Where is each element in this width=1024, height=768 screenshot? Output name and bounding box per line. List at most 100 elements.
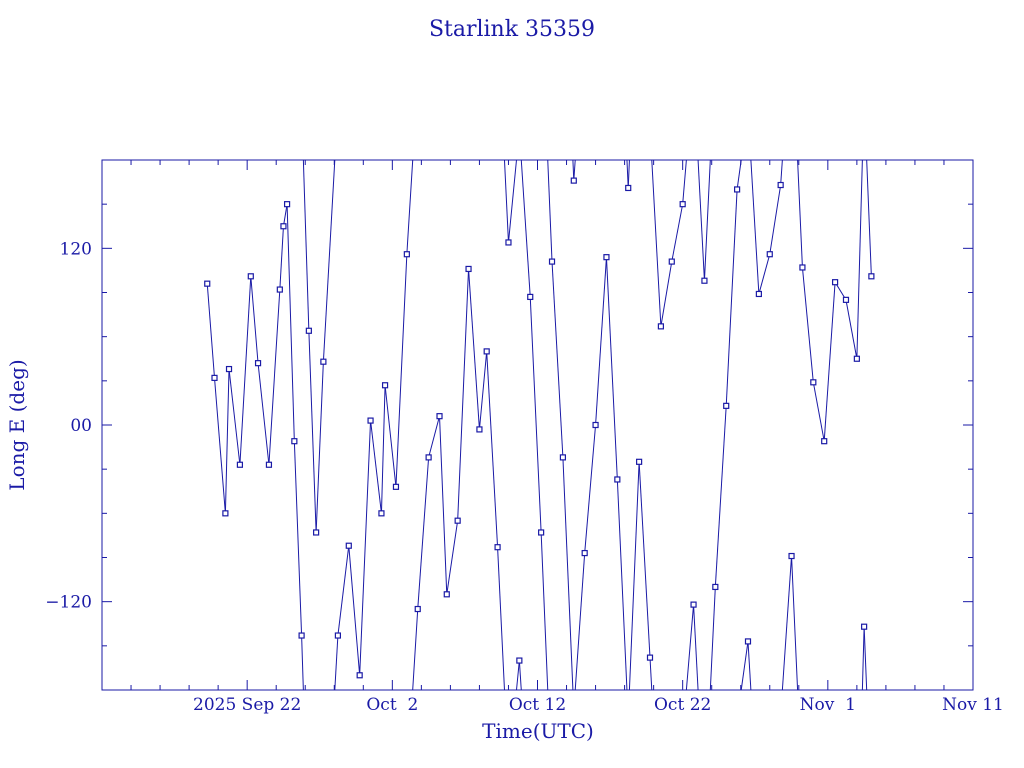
series-segment [518,660,522,691]
data-point [625,184,632,192]
series-segment [228,368,241,465]
x-tick-label: Oct 2 [366,695,418,715]
data-point [265,461,273,468]
data-point [723,402,730,409]
series-segment [861,626,865,691]
series-segment [801,267,814,383]
series-segment [457,268,470,521]
data-point [592,421,599,429]
series-segment [758,254,771,295]
data-point [581,549,588,557]
series-segment [651,159,662,327]
series-segment [845,299,858,359]
series-segment [337,545,350,636]
series-segment [348,545,361,676]
data-point [868,273,875,280]
series-segment [693,604,699,691]
data-point [465,265,472,273]
data-point [614,476,621,483]
x-tick-label: Oct 12 [509,695,566,715]
data-point [247,273,254,280]
data-point [646,654,654,661]
series-segment [573,159,576,181]
x-tick-label: Nov 11 [942,695,1004,715]
series-segment [866,159,872,277]
data-point [345,542,352,549]
data-point [777,181,784,189]
data-point [454,517,461,524]
data-point [527,293,534,301]
data-point [853,355,860,362]
data-point [305,327,312,334]
series-segment [334,635,339,691]
series-segment [863,626,868,691]
series-segment [497,547,505,691]
series-segment [478,351,488,430]
series-segment [685,604,695,691]
data-point [679,201,686,208]
data-point [505,239,512,246]
series-segment [562,457,574,691]
data-point [483,348,490,355]
series-segment [823,282,836,442]
series-segment [540,532,549,691]
data-point [356,672,363,679]
series-segment [206,283,216,378]
series-segment [740,641,749,691]
series-segment [856,159,863,359]
data-point [381,382,389,389]
series-segment [380,385,386,514]
data-point [476,426,483,433]
data-point [701,277,708,284]
series-segment [682,159,687,205]
data-point [603,254,610,261]
data-point [280,223,287,230]
data-point [559,454,567,461]
y-axis: −120 00 120 [45,159,973,691]
series-segment [797,159,803,268]
series-segment [747,641,752,691]
y-axis-label: Long E (deg) [5,359,29,490]
series-segment [616,479,628,691]
series-segment [703,159,711,281]
series-segment [486,351,499,548]
series-segment [627,159,630,188]
series-segment [293,441,303,636]
data-point [403,251,410,258]
data-point [414,605,421,613]
series-segment [714,405,727,587]
y-tick-label: 120 [60,239,92,259]
data-point [436,413,443,420]
series-segment [529,296,542,533]
data-point [861,623,868,630]
data-point [668,258,675,265]
data-point [712,583,719,591]
data-point [766,251,773,258]
data-point [538,529,545,536]
data-point [516,657,523,664]
series-segment [417,457,430,610]
data-point [799,264,806,271]
series-segment [257,363,270,465]
series-segment [384,385,397,487]
data-point [276,286,283,293]
data-point [548,258,556,265]
series-segment [520,159,531,297]
data-point [690,601,697,608]
data-point [443,591,450,598]
data-point [755,290,762,298]
series-segment [250,276,259,364]
series-segment [725,189,738,406]
series-segment [214,377,226,514]
series-segment [286,204,295,442]
series-segment [791,556,799,691]
data-point [570,177,577,184]
series-segment [736,159,742,190]
data-point [334,632,341,639]
data-point [313,529,320,536]
series-segment [279,226,284,290]
series-segment [507,159,517,243]
data-point [211,374,218,381]
series-segment [359,420,372,676]
series-segment [780,159,783,186]
